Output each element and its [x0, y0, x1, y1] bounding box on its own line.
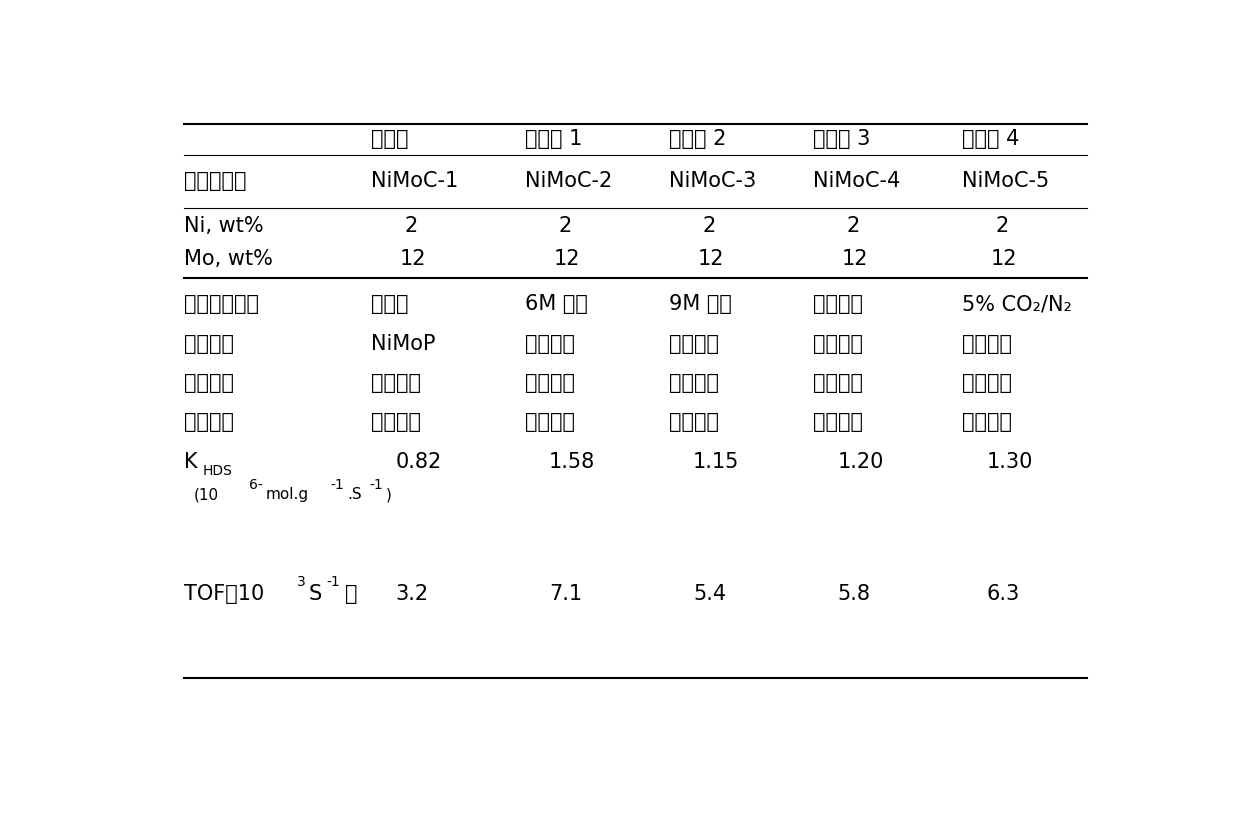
Text: -1: -1 — [326, 575, 340, 589]
Text: 未活化: 未活化 — [371, 294, 409, 315]
Text: 过量浸渍: 过量浸渍 — [670, 334, 719, 353]
Text: 12: 12 — [842, 249, 868, 269]
Text: 高锰酸锃: 高锰酸锃 — [813, 294, 863, 315]
Text: 6-: 6- — [249, 478, 263, 492]
Text: S: S — [309, 583, 322, 604]
Text: 12: 12 — [554, 249, 580, 269]
Text: 实施例 2: 实施例 2 — [670, 129, 727, 149]
Text: NiMoC-1: NiMoC-1 — [371, 171, 459, 191]
Text: 6.3: 6.3 — [986, 583, 1019, 604]
Text: NiMoC-3: NiMoC-3 — [670, 171, 756, 191]
Text: mol.g: mol.g — [265, 487, 309, 503]
Text: Ni, wt%: Ni, wt% — [184, 216, 263, 236]
Text: 浸渍方法: 浸渍方法 — [184, 334, 234, 353]
Text: 锻烧方法: 锻烧方法 — [184, 413, 234, 433]
Text: NiMoC-5: NiMoC-5 — [962, 171, 1049, 191]
Text: 表面改性方法: 表面改性方法 — [184, 294, 259, 315]
Text: -1: -1 — [331, 478, 345, 492]
Text: 普通干燥: 普通干燥 — [371, 373, 422, 393]
Text: 9M 硫酸: 9M 硫酸 — [670, 294, 732, 315]
Text: 氮气气氮: 氮气气氮 — [371, 413, 422, 433]
Text: K: K — [184, 452, 197, 472]
Text: 实施例 4: 实施例 4 — [962, 129, 1019, 149]
Text: 5.8: 5.8 — [837, 583, 870, 604]
Text: 1.58: 1.58 — [549, 452, 595, 472]
Text: -1: -1 — [370, 478, 383, 492]
Text: 0.82: 0.82 — [396, 452, 441, 472]
Text: 3.2: 3.2 — [396, 583, 428, 604]
Text: 5% CO₂/N₂: 5% CO₂/N₂ — [962, 294, 1073, 315]
Text: 12: 12 — [991, 249, 1018, 269]
Text: 氮气气氮: 氮气气氮 — [962, 413, 1012, 433]
Text: 12: 12 — [698, 249, 724, 269]
Text: 氮气气氮: 氮气气氮 — [670, 413, 719, 433]
Text: Mo, wt%: Mo, wt% — [184, 249, 273, 269]
Text: 6M 硝酸: 6M 硝酸 — [525, 294, 588, 315]
Text: 1.20: 1.20 — [837, 452, 884, 472]
Text: 实施例 1: 实施例 1 — [525, 129, 583, 149]
Text: 2: 2 — [996, 216, 1009, 236]
Text: 过量浸渍: 过量浸渍 — [813, 334, 863, 353]
Text: 真空干燥: 真空干燥 — [525, 373, 575, 393]
Text: 氮气气氮: 氮气气氮 — [813, 413, 863, 433]
Text: NiMoP: NiMoP — [371, 334, 435, 353]
Text: 氮气气氮: 氮气气氮 — [525, 413, 575, 433]
Text: 分布浸渍: 分布浸渍 — [525, 334, 575, 353]
Text: 氮气气氮: 氮气气氮 — [813, 373, 863, 393]
Text: 2: 2 — [559, 216, 572, 236]
Text: HDS: HDS — [203, 464, 233, 478]
Text: (10: (10 — [193, 487, 218, 503]
Text: 2: 2 — [404, 216, 418, 236]
Text: TOF（10: TOF（10 — [184, 583, 264, 604]
Text: 7.1: 7.1 — [549, 583, 582, 604]
Text: 2: 2 — [703, 216, 715, 236]
Text: .S: .S — [347, 487, 362, 503]
Text: 1.30: 1.30 — [986, 452, 1033, 472]
Text: 却化剂编号: 却化剂编号 — [184, 171, 247, 191]
Text: 1.15: 1.15 — [693, 452, 739, 472]
Text: 干燥方法: 干燥方法 — [184, 373, 234, 393]
Text: 实施例 3: 实施例 3 — [813, 129, 870, 149]
Text: 过量浸渍: 过量浸渍 — [962, 334, 1012, 353]
Text: 5.4: 5.4 — [693, 583, 727, 604]
Text: NiMoC-4: NiMoC-4 — [813, 171, 900, 191]
Text: 真空干燥: 真空干燥 — [670, 373, 719, 393]
Text: 氮气气氮: 氮气气氮 — [962, 373, 1012, 393]
Text: ）: ） — [345, 583, 358, 604]
Text: 2: 2 — [847, 216, 861, 236]
Text: 对比例: 对比例 — [371, 129, 409, 149]
Text: 3: 3 — [298, 575, 306, 589]
Text: 12: 12 — [401, 249, 427, 269]
Text: ): ) — [386, 487, 392, 503]
Text: NiMoC-2: NiMoC-2 — [525, 171, 613, 191]
